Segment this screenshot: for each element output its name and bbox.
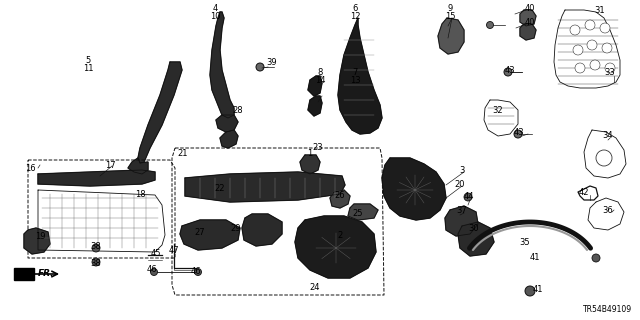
Text: 41: 41 bbox=[532, 285, 543, 294]
Text: 26: 26 bbox=[335, 190, 346, 199]
Polygon shape bbox=[242, 214, 282, 246]
Text: 38: 38 bbox=[91, 259, 101, 268]
Polygon shape bbox=[445, 206, 478, 236]
Circle shape bbox=[464, 193, 472, 201]
Circle shape bbox=[486, 21, 493, 28]
Polygon shape bbox=[458, 222, 494, 256]
Text: 25: 25 bbox=[353, 209, 364, 218]
Text: 22: 22 bbox=[215, 183, 225, 193]
Polygon shape bbox=[520, 10, 536, 26]
Text: 43: 43 bbox=[505, 66, 515, 75]
Polygon shape bbox=[220, 130, 238, 148]
Text: TR54B49109: TR54B49109 bbox=[583, 305, 632, 314]
Text: 7: 7 bbox=[352, 68, 358, 76]
Text: 13: 13 bbox=[349, 76, 360, 84]
Text: 10: 10 bbox=[210, 12, 220, 20]
Circle shape bbox=[514, 130, 522, 138]
Text: 16: 16 bbox=[25, 164, 35, 172]
Text: 30: 30 bbox=[468, 223, 479, 233]
Polygon shape bbox=[138, 62, 182, 163]
Text: 41: 41 bbox=[530, 253, 540, 262]
Text: FR.: FR. bbox=[38, 269, 54, 278]
Text: 11: 11 bbox=[83, 63, 93, 73]
Circle shape bbox=[590, 60, 600, 70]
Text: 40: 40 bbox=[525, 4, 535, 12]
Circle shape bbox=[600, 23, 610, 33]
Text: 5: 5 bbox=[85, 55, 91, 65]
Text: 38: 38 bbox=[91, 242, 101, 251]
Polygon shape bbox=[128, 158, 148, 174]
Text: 46: 46 bbox=[191, 268, 202, 276]
Polygon shape bbox=[300, 155, 320, 174]
Text: 24: 24 bbox=[310, 284, 320, 292]
Text: 34: 34 bbox=[603, 131, 613, 140]
Text: 40: 40 bbox=[525, 18, 535, 27]
Polygon shape bbox=[14, 268, 34, 280]
Circle shape bbox=[585, 20, 595, 30]
Text: 6: 6 bbox=[352, 4, 358, 12]
Text: 42: 42 bbox=[579, 188, 589, 196]
Polygon shape bbox=[38, 170, 155, 186]
Circle shape bbox=[592, 254, 600, 262]
Text: 18: 18 bbox=[134, 189, 145, 198]
Polygon shape bbox=[24, 228, 50, 254]
Polygon shape bbox=[308, 96, 322, 116]
Text: 32: 32 bbox=[493, 106, 503, 115]
Circle shape bbox=[92, 258, 100, 266]
Text: 12: 12 bbox=[349, 12, 360, 20]
Text: 15: 15 bbox=[445, 12, 455, 20]
Text: 29: 29 bbox=[231, 223, 241, 233]
Text: 33: 33 bbox=[605, 68, 616, 76]
Circle shape bbox=[570, 25, 580, 35]
Text: 1: 1 bbox=[307, 148, 312, 157]
Text: 8: 8 bbox=[317, 68, 323, 76]
Text: 2: 2 bbox=[337, 230, 342, 239]
Polygon shape bbox=[185, 172, 345, 202]
Circle shape bbox=[596, 150, 612, 166]
Polygon shape bbox=[180, 220, 240, 250]
Polygon shape bbox=[338, 18, 382, 134]
Circle shape bbox=[256, 63, 264, 71]
Circle shape bbox=[525, 286, 535, 296]
Polygon shape bbox=[295, 216, 376, 278]
Text: 37: 37 bbox=[456, 205, 467, 214]
Text: 46: 46 bbox=[147, 266, 157, 275]
Text: 47: 47 bbox=[169, 245, 179, 254]
Text: 28: 28 bbox=[233, 106, 243, 115]
Circle shape bbox=[587, 40, 597, 50]
Polygon shape bbox=[330, 190, 350, 208]
Circle shape bbox=[504, 68, 512, 76]
Text: 27: 27 bbox=[195, 228, 205, 236]
Circle shape bbox=[150, 268, 157, 276]
Text: 43: 43 bbox=[514, 127, 524, 137]
Text: 4: 4 bbox=[212, 4, 218, 12]
Circle shape bbox=[602, 43, 612, 53]
Text: 31: 31 bbox=[595, 5, 605, 14]
Polygon shape bbox=[382, 158, 446, 220]
Text: 39: 39 bbox=[267, 58, 277, 67]
Text: 17: 17 bbox=[105, 161, 115, 170]
Polygon shape bbox=[216, 115, 238, 132]
Polygon shape bbox=[308, 76, 322, 96]
Circle shape bbox=[573, 45, 583, 55]
Text: 21: 21 bbox=[178, 148, 188, 157]
Circle shape bbox=[575, 63, 585, 73]
Text: 14: 14 bbox=[315, 76, 325, 84]
Text: 3: 3 bbox=[460, 165, 465, 174]
Text: 36: 36 bbox=[603, 205, 613, 214]
Text: 19: 19 bbox=[35, 231, 45, 241]
Circle shape bbox=[195, 268, 202, 276]
Text: 35: 35 bbox=[520, 237, 531, 246]
Polygon shape bbox=[520, 24, 536, 40]
Text: 23: 23 bbox=[313, 142, 323, 151]
Polygon shape bbox=[438, 18, 464, 54]
Text: 45: 45 bbox=[151, 250, 161, 259]
Text: 44: 44 bbox=[464, 191, 474, 201]
Polygon shape bbox=[210, 12, 234, 118]
Circle shape bbox=[605, 63, 615, 73]
Text: 20: 20 bbox=[455, 180, 465, 188]
Polygon shape bbox=[348, 204, 378, 220]
Circle shape bbox=[92, 244, 100, 252]
Text: 9: 9 bbox=[447, 4, 452, 12]
